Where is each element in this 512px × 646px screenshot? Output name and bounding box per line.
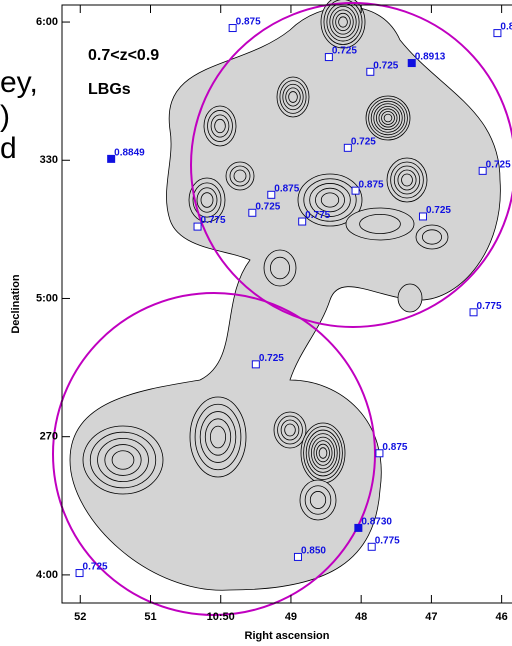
contour <box>397 283 423 313</box>
redshift-label: 0.775 <box>305 210 330 221</box>
redshift-label: 0.725 <box>255 201 280 212</box>
galaxy-marker <box>251 360 260 369</box>
contour <box>309 491 327 509</box>
plot-frame <box>61 4 512 604</box>
contour <box>200 192 214 208</box>
redshift-label: 0.725 <box>332 46 357 57</box>
redshift-label: 0.875 <box>359 179 384 190</box>
y-tick-label: 5:00 <box>36 292 58 304</box>
redshift-label: 0.725 <box>259 353 284 364</box>
y-axis-label: Declination <box>10 274 22 334</box>
annotation: 0.7<z<0.9 <box>88 47 159 64</box>
contour <box>401 173 413 187</box>
redshift-label: 0.725 <box>426 205 451 216</box>
x-tick-label: 49 <box>285 611 297 623</box>
contour <box>269 256 290 280</box>
contour <box>288 91 298 103</box>
galaxy-marker <box>343 143 352 152</box>
redshift-label: 0.875 <box>236 17 261 28</box>
x-tick-label: 48 <box>355 611 367 623</box>
redshift-label: 0.775 <box>201 215 226 226</box>
contour <box>233 169 247 183</box>
contour <box>338 16 348 28</box>
galaxy-marker <box>366 67 375 76</box>
x-tick-label: 52 <box>74 611 86 623</box>
galaxy-marker <box>324 53 333 62</box>
galaxy-marker <box>469 308 478 317</box>
contour <box>421 229 442 245</box>
galaxy-marker <box>107 154 116 163</box>
redshift-label: 0.725 <box>83 562 108 573</box>
contour <box>318 447 328 459</box>
galaxy-marker <box>298 217 307 226</box>
galaxy-marker <box>375 449 384 458</box>
y-tick-label: 4:00 <box>36 569 58 581</box>
overlay-text: d <box>0 132 17 165</box>
redshift-label: 0.850 <box>301 546 326 557</box>
galaxy-marker <box>478 166 487 175</box>
redshift-label: 0.87 <box>500 22 512 33</box>
contour <box>383 113 393 123</box>
redshift-label: 0.725 <box>486 159 511 170</box>
overlay-text: ey, <box>0 66 38 99</box>
redshift-label: 0.8730 <box>361 517 392 528</box>
redshift-label: 0.775 <box>375 535 400 546</box>
redshift-label: 0.8849 <box>114 148 145 159</box>
redshift-label: 0.725 <box>351 136 376 147</box>
contour <box>359 213 401 234</box>
x-tick-label: 10:50 <box>207 611 235 623</box>
galaxy-marker <box>248 208 257 217</box>
density-contours <box>69 0 501 591</box>
galaxy-marker <box>193 222 202 231</box>
galaxy-marker <box>354 523 363 532</box>
contour <box>284 423 296 437</box>
galaxy-marker <box>267 190 276 199</box>
contour <box>209 425 227 449</box>
galaxy-marker <box>75 569 84 578</box>
field-circle <box>190 2 512 328</box>
redshift-label: 0.725 <box>373 60 398 71</box>
x-tick-label: 46 <box>496 611 508 623</box>
galaxy-marker <box>367 542 376 551</box>
galaxy-marker <box>351 186 360 195</box>
galaxy-marker <box>407 59 416 68</box>
galaxy-marker <box>228 24 237 33</box>
y-tick-label: 330 <box>40 154 58 166</box>
contour <box>111 450 135 470</box>
x-tick-label: 47 <box>425 611 437 623</box>
y-tick-label: 270 <box>40 431 58 443</box>
field-circle <box>52 292 376 616</box>
contour <box>214 118 226 134</box>
contour <box>320 192 340 208</box>
galaxy-marker <box>293 552 302 561</box>
redshift-label: 0.875 <box>274 183 299 194</box>
redshift-label: 0.775 <box>477 301 502 312</box>
annotation: LBGs <box>88 81 131 98</box>
galaxy-marker <box>493 29 502 38</box>
galaxy-marker <box>418 212 427 221</box>
overlay-text: ) <box>0 100 10 133</box>
redshift-label: 0.875 <box>382 442 407 453</box>
x-tick-label: 51 <box>144 611 156 623</box>
x-axis-label: Right ascension <box>245 630 330 642</box>
redshift-label: 0.8913 <box>415 52 446 63</box>
y-tick-label: 6:00 <box>36 16 58 28</box>
